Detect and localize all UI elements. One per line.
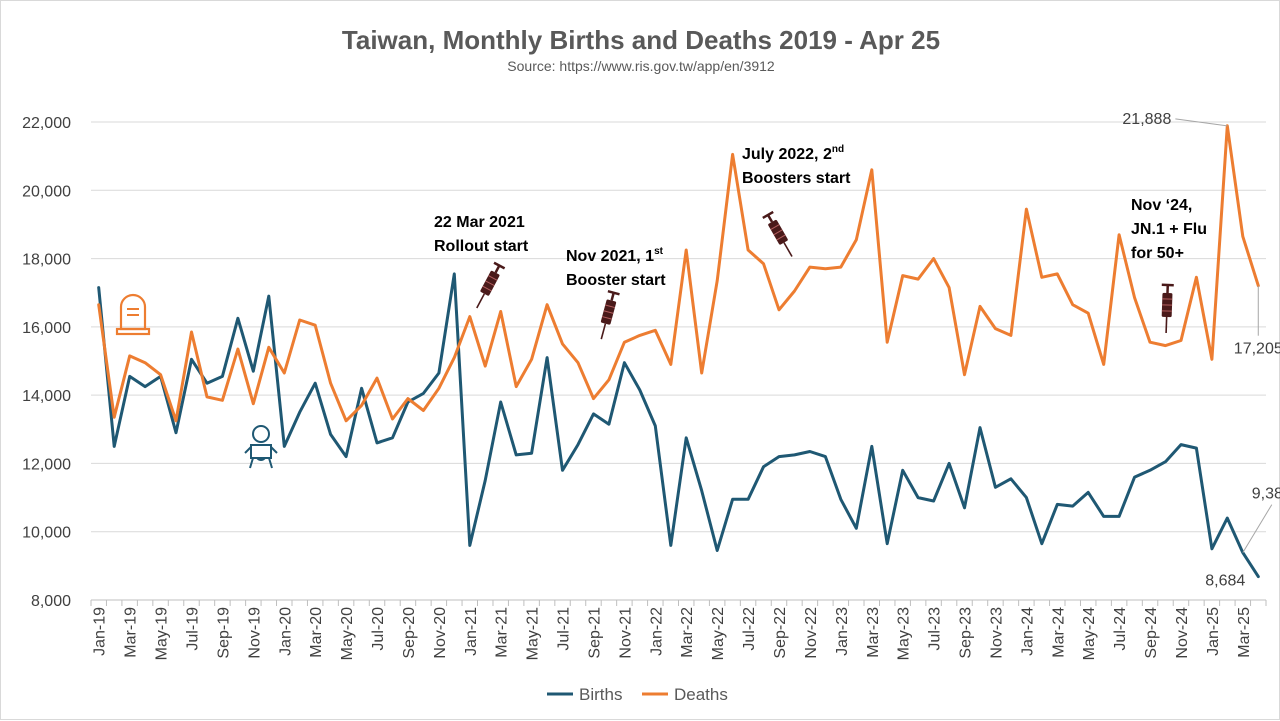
- syringe-icon: [763, 212, 797, 260]
- annotation-text: Boosters start: [742, 170, 851, 187]
- annotation-line: Boosters start: [742, 170, 851, 187]
- data-label: 9,388: [1252, 486, 1280, 503]
- x-tick-label: Nov-23: [988, 607, 1005, 659]
- annotation-superscript: nd: [832, 144, 844, 155]
- x-tick-label: Jan-22: [648, 607, 665, 656]
- series-line-deaths: [99, 126, 1259, 421]
- x-tick-label: Jul-19: [184, 607, 201, 651]
- annotation-line: July 2022, 2: [742, 146, 832, 163]
- legend: Births Deaths: [547, 685, 728, 704]
- baby-icon: [245, 426, 277, 468]
- data-labels: 21,888 17,205 9,388 8,684: [1122, 111, 1280, 590]
- annotation-text: Booster start: [566, 272, 666, 289]
- x-tick-label: Sep-20: [401, 607, 418, 659]
- x-tick-label: Mar-24: [1050, 607, 1067, 658]
- x-tick-label: Jan-19: [92, 607, 109, 656]
- x-tick-label: Jan-24: [1019, 607, 1036, 656]
- x-tick-label: Mar-19: [123, 607, 140, 658]
- annotation-line: for 50+: [1131, 245, 1184, 262]
- annotation-text: Nov 2021, 1st: [566, 246, 664, 265]
- data-label: 17,205: [1234, 341, 1280, 358]
- annotation-line: Nov ‘24,: [1131, 197, 1192, 214]
- syringe-icon: [1160, 285, 1174, 333]
- x-tick-label: Nov-20: [432, 607, 449, 659]
- y-tick-label: 22,000: [22, 115, 71, 132]
- x-tick-label: Mar-23: [865, 607, 882, 658]
- annotation-line: 22 Mar 2021: [434, 214, 525, 231]
- data-label: 21,888: [1122, 111, 1171, 128]
- x-tick-label: May-23: [896, 607, 913, 660]
- annotation-superscript: st: [654, 246, 664, 257]
- x-tick-label: Nov-19: [246, 607, 263, 659]
- x-tick-label: Jul-20: [370, 607, 387, 651]
- annotation-text: July 2022, 2nd: [742, 144, 844, 163]
- x-tick-label: May-20: [339, 607, 356, 660]
- y-tick-label: 18,000: [22, 252, 71, 269]
- x-tick-label: Sep-21: [586, 607, 603, 659]
- y-tick-label: 16,000: [22, 320, 71, 337]
- x-tick-label: Jan-23: [834, 607, 851, 656]
- x-tick-label: Jul-23: [927, 607, 944, 651]
- annotation-line: Booster start: [566, 272, 666, 289]
- annotation-text: Rollout start: [434, 238, 529, 255]
- syringe-icon: [471, 263, 504, 311]
- syringe-icon: [595, 291, 619, 340]
- x-tick-label: Nov-22: [803, 607, 820, 659]
- annotation-line: JN.1 + Flu: [1131, 221, 1207, 238]
- x-tick-label: Mar-22: [679, 607, 696, 658]
- x-tick-label: Jul-21: [556, 607, 573, 651]
- x-tick-label: Sep-19: [215, 607, 232, 659]
- y-tick-label: 8,000: [31, 593, 71, 610]
- gridlines: [91, 122, 1266, 600]
- annotation-text: for 50+: [1131, 245, 1184, 262]
- x-tick-label: May-22: [710, 607, 727, 660]
- annotation-text: JN.1 + Flu: [1131, 221, 1207, 238]
- x-tick-label: Sep-24: [1143, 607, 1160, 659]
- data-label-leader: [1243, 505, 1272, 553]
- legend-label: Births: [579, 685, 622, 704]
- x-tick-label: May-21: [525, 607, 542, 660]
- x-tick-label: Jan-21: [463, 607, 480, 656]
- gravestone-icon: [117, 295, 149, 334]
- x-tick-label: May-24: [1081, 607, 1098, 660]
- legend-label: Deaths: [674, 685, 728, 704]
- x-axis: Jan-19 Mar-19 May-19 Jul-19 Sep-19 Nov-19 Jan-…: [91, 600, 1266, 660]
- x-tick-label: May-19: [154, 607, 171, 660]
- chart-subtitle: Source: https://www.ris.gov.tw/app/en/39…: [507, 58, 775, 74]
- y-tick-label: 20,000: [22, 183, 71, 200]
- chart-title: Taiwan, Monthly Births and Deaths 2019 -…: [342, 25, 940, 55]
- x-tick-label: Mar-20: [308, 607, 325, 658]
- annotation-line: Rollout start: [434, 238, 529, 255]
- x-tick-label: Sep-22: [772, 607, 789, 659]
- annotation-text: Nov ‘24,: [1131, 197, 1192, 214]
- x-tick-label: Nov-21: [617, 607, 634, 659]
- data-label: 8,684: [1205, 573, 1245, 590]
- x-tick-label: Jan-20: [277, 607, 294, 656]
- y-axis: 8,000 10,000 12,000 14,000 16,000 18,000 20,00…: [22, 115, 71, 610]
- x-tick-label: Jul-22: [741, 607, 758, 651]
- x-tick-label: Nov-24: [1174, 607, 1191, 659]
- x-tick-label: Mar-25: [1236, 607, 1253, 658]
- series-line-births: [99, 274, 1259, 577]
- y-tick-label: 14,000: [22, 388, 71, 405]
- annotation-text: 22 Mar 2021: [434, 214, 525, 231]
- x-tick-label: Mar-21: [494, 607, 511, 658]
- y-tick-label: 12,000: [22, 456, 71, 473]
- series-lines: [99, 126, 1259, 577]
- x-tick-label: Jan-25: [1205, 607, 1222, 656]
- x-tick-label: Sep-23: [958, 607, 975, 659]
- annotation-line: Nov 2021, 1: [566, 248, 654, 265]
- x-tick-label: Jul-24: [1112, 607, 1129, 651]
- y-tick-label: 10,000: [22, 525, 71, 542]
